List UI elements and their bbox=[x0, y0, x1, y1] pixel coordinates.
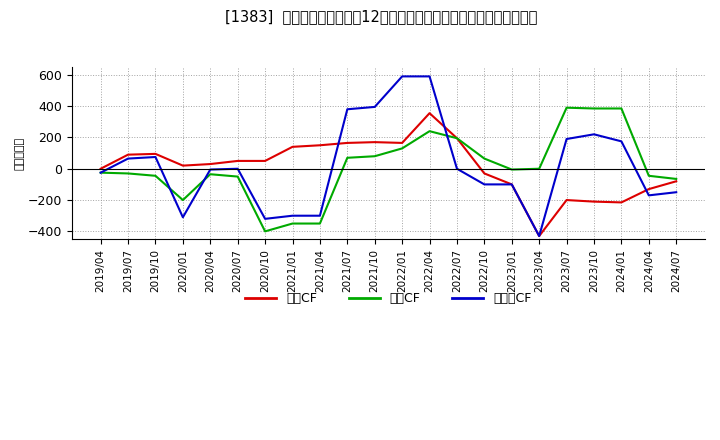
投資CF bbox=[288, 221, 297, 226]
フリーCF bbox=[672, 190, 680, 195]
投資CF bbox=[261, 229, 269, 234]
営業CF bbox=[398, 140, 407, 146]
フリーCF bbox=[590, 132, 598, 137]
投資CF bbox=[233, 174, 242, 179]
投資CF bbox=[590, 106, 598, 111]
営業CF bbox=[370, 139, 379, 145]
営業CF bbox=[179, 163, 187, 168]
フリーCF bbox=[179, 215, 187, 220]
Line: 投資CF: 投資CF bbox=[101, 108, 676, 231]
フリーCF bbox=[644, 193, 653, 198]
営業CF bbox=[151, 151, 160, 157]
投資CF bbox=[179, 198, 187, 203]
営業CF bbox=[453, 136, 462, 141]
フリーCF bbox=[617, 139, 626, 144]
営業CF bbox=[617, 200, 626, 205]
Y-axis label: （百万円）: （百万円） bbox=[15, 136, 25, 170]
フリーCF bbox=[398, 74, 407, 79]
営業CF bbox=[96, 166, 105, 172]
投資CF bbox=[124, 171, 132, 176]
営業CF bbox=[206, 161, 215, 167]
フリーCF bbox=[508, 182, 516, 187]
Line: 営業CF: 営業CF bbox=[101, 113, 676, 236]
投資CF bbox=[644, 173, 653, 179]
営業CF bbox=[672, 179, 680, 184]
投資CF bbox=[453, 136, 462, 141]
投資CF bbox=[370, 154, 379, 159]
投資CF bbox=[508, 167, 516, 172]
投資CF bbox=[617, 106, 626, 111]
フリーCF bbox=[124, 156, 132, 161]
フリーCF bbox=[233, 166, 242, 172]
投資CF bbox=[343, 155, 351, 161]
投資CF bbox=[535, 166, 544, 172]
フリーCF bbox=[426, 74, 434, 79]
Legend: 営業CF, 投資CF, フリーCF: 営業CF, 投資CF, フリーCF bbox=[240, 287, 536, 311]
投資CF bbox=[480, 156, 489, 161]
営業CF bbox=[426, 110, 434, 116]
営業CF bbox=[261, 158, 269, 164]
投資CF bbox=[151, 173, 160, 179]
Text: [1383]  キャッシュフローの12か月移動合計の対前年同期増減額の推移: [1383] キャッシュフローの12か月移動合計の対前年同期増減額の推移 bbox=[225, 9, 538, 24]
フリーCF bbox=[315, 213, 324, 218]
営業CF bbox=[590, 199, 598, 204]
フリーCF bbox=[453, 166, 462, 172]
営業CF bbox=[644, 187, 653, 192]
営業CF bbox=[288, 144, 297, 150]
営業CF bbox=[124, 152, 132, 158]
フリーCF bbox=[96, 170, 105, 175]
投資CF bbox=[398, 146, 407, 151]
投資CF bbox=[426, 128, 434, 134]
投資CF bbox=[562, 105, 571, 110]
フリーCF bbox=[261, 216, 269, 221]
営業CF bbox=[535, 233, 544, 238]
フリーCF bbox=[151, 154, 160, 160]
フリーCF bbox=[206, 167, 215, 172]
フリーCF bbox=[562, 136, 571, 142]
Line: フリーCF: フリーCF bbox=[101, 77, 676, 236]
フリーCF bbox=[343, 106, 351, 112]
投資CF bbox=[672, 176, 680, 182]
フリーCF bbox=[535, 233, 544, 238]
営業CF bbox=[562, 198, 571, 203]
投資CF bbox=[206, 172, 215, 177]
フリーCF bbox=[370, 104, 379, 110]
営業CF bbox=[315, 143, 324, 148]
営業CF bbox=[480, 171, 489, 176]
フリーCF bbox=[480, 182, 489, 187]
営業CF bbox=[343, 140, 351, 146]
フリーCF bbox=[288, 213, 297, 218]
投資CF bbox=[315, 221, 324, 226]
営業CF bbox=[233, 158, 242, 164]
投資CF bbox=[96, 170, 105, 175]
営業CF bbox=[508, 182, 516, 187]
